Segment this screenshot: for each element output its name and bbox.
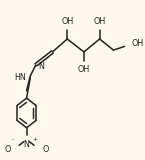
Text: +: + xyxy=(32,137,37,142)
Text: N: N xyxy=(24,140,30,149)
Text: N: N xyxy=(39,62,45,71)
Text: OH: OH xyxy=(78,65,90,74)
Text: OH: OH xyxy=(61,17,73,26)
Text: O: O xyxy=(4,144,11,153)
Text: HN: HN xyxy=(14,73,26,82)
Text: OH: OH xyxy=(94,17,106,26)
Text: O: O xyxy=(42,144,49,153)
Text: OH: OH xyxy=(132,39,144,48)
Text: -: - xyxy=(12,138,14,143)
